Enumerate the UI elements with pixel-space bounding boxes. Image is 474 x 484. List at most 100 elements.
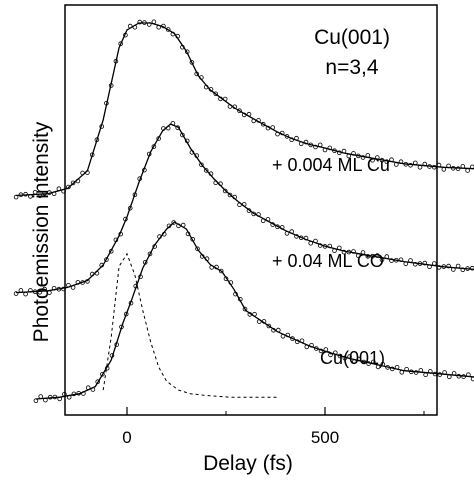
data-point: [142, 167, 147, 173]
data-point: [437, 372, 443, 377]
data-point: [99, 262, 104, 268]
data-point: [299, 338, 305, 344]
data-point: [265, 125, 271, 131]
data-point: [138, 274, 143, 280]
data-point: [76, 390, 81, 396]
data-point: [256, 212, 261, 217]
data-point: [213, 180, 219, 186]
data-point: [118, 41, 123, 46]
data-point: [332, 148, 337, 154]
data-point: [18, 192, 24, 198]
data-point: [450, 166, 456, 171]
data-point: [365, 153, 371, 158]
data-point: [209, 265, 215, 270]
x-axis-label: Delay (fs): [203, 452, 293, 475]
data-point: [237, 202, 242, 208]
data-point: [95, 379, 100, 385]
data-point: [228, 280, 234, 285]
data-point: [94, 270, 100, 276]
data-point: [432, 371, 438, 377]
data-point: [89, 271, 95, 277]
data-point: [99, 124, 104, 129]
data-point: [275, 131, 280, 137]
data-point: [232, 194, 238, 200]
data-point: [108, 249, 114, 254]
data-point: [66, 184, 71, 190]
data-point: [304, 344, 310, 350]
data-point: [13, 291, 19, 296]
data-point: [379, 157, 385, 163]
data-point: [393, 257, 399, 263]
data-point: [170, 121, 176, 126]
data-point: [32, 190, 38, 195]
data-point: [308, 240, 314, 246]
data-point: [89, 152, 95, 158]
data-point: [290, 336, 295, 341]
data-point: [175, 125, 181, 130]
data-point: [189, 150, 195, 155]
data-point: [423, 372, 428, 378]
data-point: [251, 211, 257, 217]
data-point: [346, 153, 352, 159]
data-point: [279, 130, 285, 136]
annotation-clean-cu: Cu(001): [320, 348, 385, 368]
annotation-cu-dosed: + 0.004 ML Cu: [272, 155, 390, 175]
data-point: [218, 181, 223, 187]
data-point: [436, 162, 442, 168]
data-point: [436, 265, 442, 270]
fit-line-series-0: [16, 22, 474, 197]
data-point: [185, 231, 191, 237]
x-tick-label: 500: [311, 428, 339, 447]
data-point: [441, 264, 447, 269]
data-point: [70, 180, 76, 186]
data-point: [294, 339, 300, 345]
data-point: [470, 376, 474, 382]
data-point: [346, 249, 352, 255]
data-point: [403, 162, 409, 167]
data-point: [75, 280, 81, 285]
data-point: [284, 231, 290, 236]
data-point: [109, 353, 115, 358]
data-point: [337, 353, 343, 359]
data-point: [355, 253, 361, 258]
data-point: [279, 225, 285, 230]
data-point: [417, 261, 423, 266]
data-point: [313, 238, 318, 244]
data-point: [28, 288, 33, 293]
data-point: [128, 300, 134, 306]
data-point: [366, 361, 371, 366]
data-point: [194, 71, 200, 77]
y-axis-label: Photoemission intensity: [30, 121, 53, 342]
data-point: [317, 142, 323, 148]
data-point: [94, 137, 100, 143]
data-point: [270, 222, 276, 227]
data-point: [384, 159, 390, 165]
data-point: [427, 164, 432, 169]
data-point: [80, 170, 85, 176]
data-point: [342, 355, 348, 361]
data-point: [57, 396, 62, 402]
x-axis-ticks: 05001000: [122, 407, 425, 447]
data-point: [184, 138, 190, 144]
data-point: [408, 369, 414, 375]
data-point: [146, 22, 152, 27]
data-point: [389, 258, 394, 263]
data-point: [455, 263, 461, 269]
data-point: [408, 258, 413, 263]
data-point: [460, 267, 466, 273]
data-point: [256, 118, 261, 123]
data-point: [442, 370, 447, 375]
data-point: [195, 246, 200, 252]
data-point: [347, 354, 352, 359]
data-point: [374, 253, 380, 258]
data-point: [341, 148, 347, 154]
data-point: [466, 372, 471, 378]
data-point: [62, 391, 67, 397]
data-point: [175, 33, 181, 39]
data-point: [313, 144, 318, 150]
data-point: [218, 96, 223, 102]
data-point: [104, 257, 109, 262]
data-point: [47, 394, 53, 400]
data-point: [260, 218, 266, 224]
